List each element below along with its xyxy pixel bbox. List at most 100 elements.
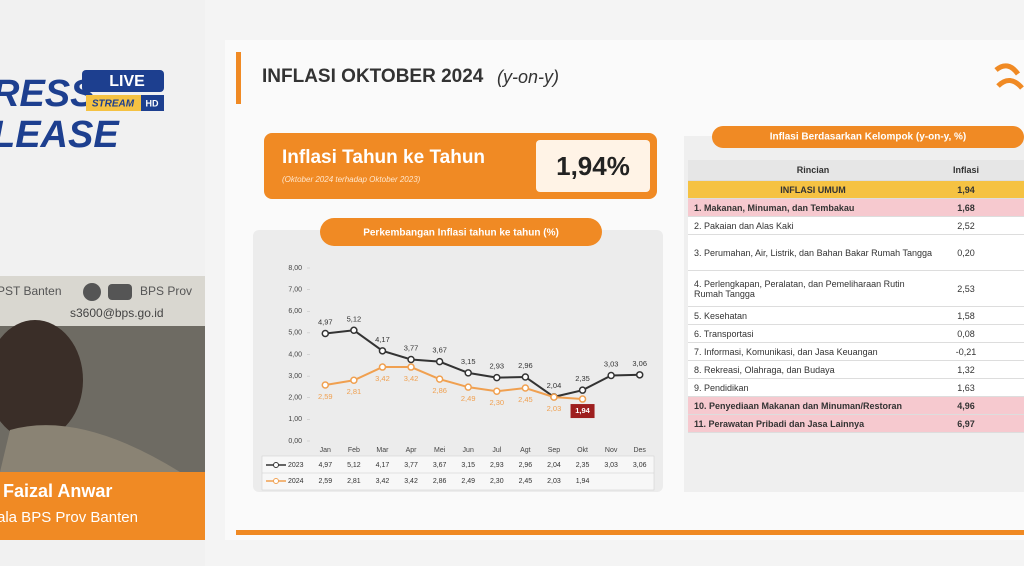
value-label: 3,67 <box>432 346 447 355</box>
table-body: INFLASI UMUM 1,94 1. Makanan, Minuman, dan… <box>688 180 1024 433</box>
badge-stream: STREAM <box>92 99 135 110</box>
x-tick-label: Apr <box>406 447 418 454</box>
data-table-cell: 3,42 <box>376 478 390 485</box>
table-row: 1. Makanan, Minuman, dan Tembakau 1,68 <box>688 198 1024 217</box>
y-tick-label: 7,00 <box>288 286 302 293</box>
series-point <box>435 357 444 366</box>
x-tick-label: Mei <box>434 447 446 454</box>
table-row: 8. Rekreasi, Olahraga, dan Budaya 1,32 <box>688 360 1024 379</box>
data-table-cell: 3,42 <box>404 478 418 485</box>
social-right: BPS Prov <box>140 284 192 298</box>
banner-value-box <box>536 140 650 192</box>
data-table-cell: 2,96 <box>519 462 533 469</box>
badge-hd: HD <box>146 98 159 108</box>
table-label: 4. Perlengkapan, Peralatan, dan Pemeliha… <box>688 270 938 307</box>
table-title-pill <box>712 126 1024 148</box>
table-row: 11. Perawatan Pribadi dan Jasa Lainnya 6,… <box>688 414 1024 433</box>
table-value: 2,53 <box>938 270 994 307</box>
presenter-role: ala BPS Prov Banten <box>0 509 138 526</box>
data-table-cell: 1,94 <box>576 478 590 485</box>
series-point <box>521 384 530 392</box>
series-point <box>550 393 558 401</box>
series-point <box>350 326 358 335</box>
y-tick-label: 2,00 <box>288 395 302 402</box>
table-pad <box>994 306 1024 325</box>
table-label: 8. Rekreasi, Olahraga, dan Budaya <box>688 360 938 379</box>
highlight-box <box>570 404 595 419</box>
series-point <box>607 371 615 380</box>
table-row: 5. Kesehatan 1,58 <box>688 306 1024 325</box>
value-label: 2,96 <box>518 361 533 370</box>
data-table-cell: 2,86 <box>433 478 447 485</box>
table-label: 6. Transportasi <box>688 324 938 343</box>
data-table-cell: 2,81 <box>347 478 361 485</box>
table-value: 1,94 <box>938 180 994 199</box>
data-table-cell: 2,45 <box>519 478 533 485</box>
legend-label: 2024 <box>288 478 304 485</box>
data-table-cell: 3,77 <box>404 462 418 469</box>
table-pad <box>994 324 1024 343</box>
inflation-table: Rincian Inflasi INFLASI UMUM 1,94 1. Makan… <box>688 160 1024 433</box>
x-tick-label: Mar <box>376 447 389 454</box>
value-label: 2,30 <box>489 398 504 407</box>
table-value: 1,68 <box>938 198 994 217</box>
data-table-cell: 2,35 <box>576 462 590 469</box>
table-value: 0,08 <box>938 324 994 343</box>
series-point <box>435 375 444 383</box>
table-value: -0,21 <box>938 342 994 361</box>
value-label: 4,17 <box>375 335 390 344</box>
slide-title: INFLASI OKTOBER 2024 <box>262 66 484 87</box>
data-table-cell: 2,04 <box>547 462 561 469</box>
value-label: 2,81 <box>347 387 362 396</box>
table-row: INFLASI UMUM 1,94 <box>688 180 1024 199</box>
table-pad <box>994 270 1024 307</box>
facebook-icon <box>83 283 101 301</box>
data-table-cell: 2,30 <box>490 478 504 485</box>
data-table-cell: 4,97 <box>318 462 332 469</box>
table-pad <box>994 378 1024 397</box>
table-pad <box>994 216 1024 235</box>
x-tick-label: Okt <box>577 447 588 454</box>
x-tick-label: Jun <box>463 447 474 454</box>
table-title: Inflasi Berdasarkan Kelompok (y-on-y, %) <box>770 132 967 143</box>
series-point <box>378 347 387 355</box>
table-label: 11. Perawatan Pribadi dan Jasa Lainnya <box>688 414 938 433</box>
series-point <box>635 371 644 379</box>
legend-marker <box>273 478 279 484</box>
y-tick-label: 6,00 <box>288 308 302 315</box>
table-row: 10. Penyediaan Makanan dan Minuman/Resto… <box>688 396 1024 415</box>
bottom-accent <box>236 530 1024 535</box>
y-tick-label: 5,00 <box>288 330 302 337</box>
legend-label: 2023 <box>288 462 304 469</box>
series-line <box>325 329 640 398</box>
series-point <box>350 376 358 384</box>
y-tick-label: 0,00 <box>288 438 302 445</box>
chart-title: Perkembangan Inflasi tahun ke tahun (%) <box>363 228 559 239</box>
table-pad <box>994 234 1024 271</box>
table-value: 1,63 <box>938 378 994 397</box>
table-row: 3. Perumahan, Air, Listrik, dan Bahan Ba… <box>688 234 1024 271</box>
value-label: 2,35 <box>575 374 590 383</box>
table-row: 9. Pendidikan 1,63 <box>688 378 1024 397</box>
y-tick-label: 4,00 <box>288 351 302 358</box>
series-point <box>321 329 330 338</box>
series-point <box>407 355 415 364</box>
table-header: Inflasi <box>938 160 994 181</box>
table-value: 0,20 <box>938 234 994 271</box>
x-tick-label: Jul <box>492 447 501 454</box>
badge-live-bg <box>82 70 164 92</box>
y-tick-label: 3,00 <box>288 373 302 380</box>
table-pad <box>994 360 1024 379</box>
data-table-cell: 3,15 <box>461 462 475 469</box>
banner-value: 1,94% <box>556 151 630 181</box>
video-backdrop <box>0 276 205 326</box>
series-point <box>321 381 330 389</box>
table-label: 1. Makanan, Minuman, dan Tembakau <box>688 198 938 217</box>
table-pad <box>994 198 1024 217</box>
x-tick-label: Nov <box>605 447 618 454</box>
value-label: 5,12 <box>347 314 362 323</box>
youtube-icon <box>108 284 132 300</box>
x-tick-label: Agt <box>520 447 531 454</box>
legend-marker <box>273 462 279 468</box>
data-table-cell: 5,12 <box>347 462 361 469</box>
